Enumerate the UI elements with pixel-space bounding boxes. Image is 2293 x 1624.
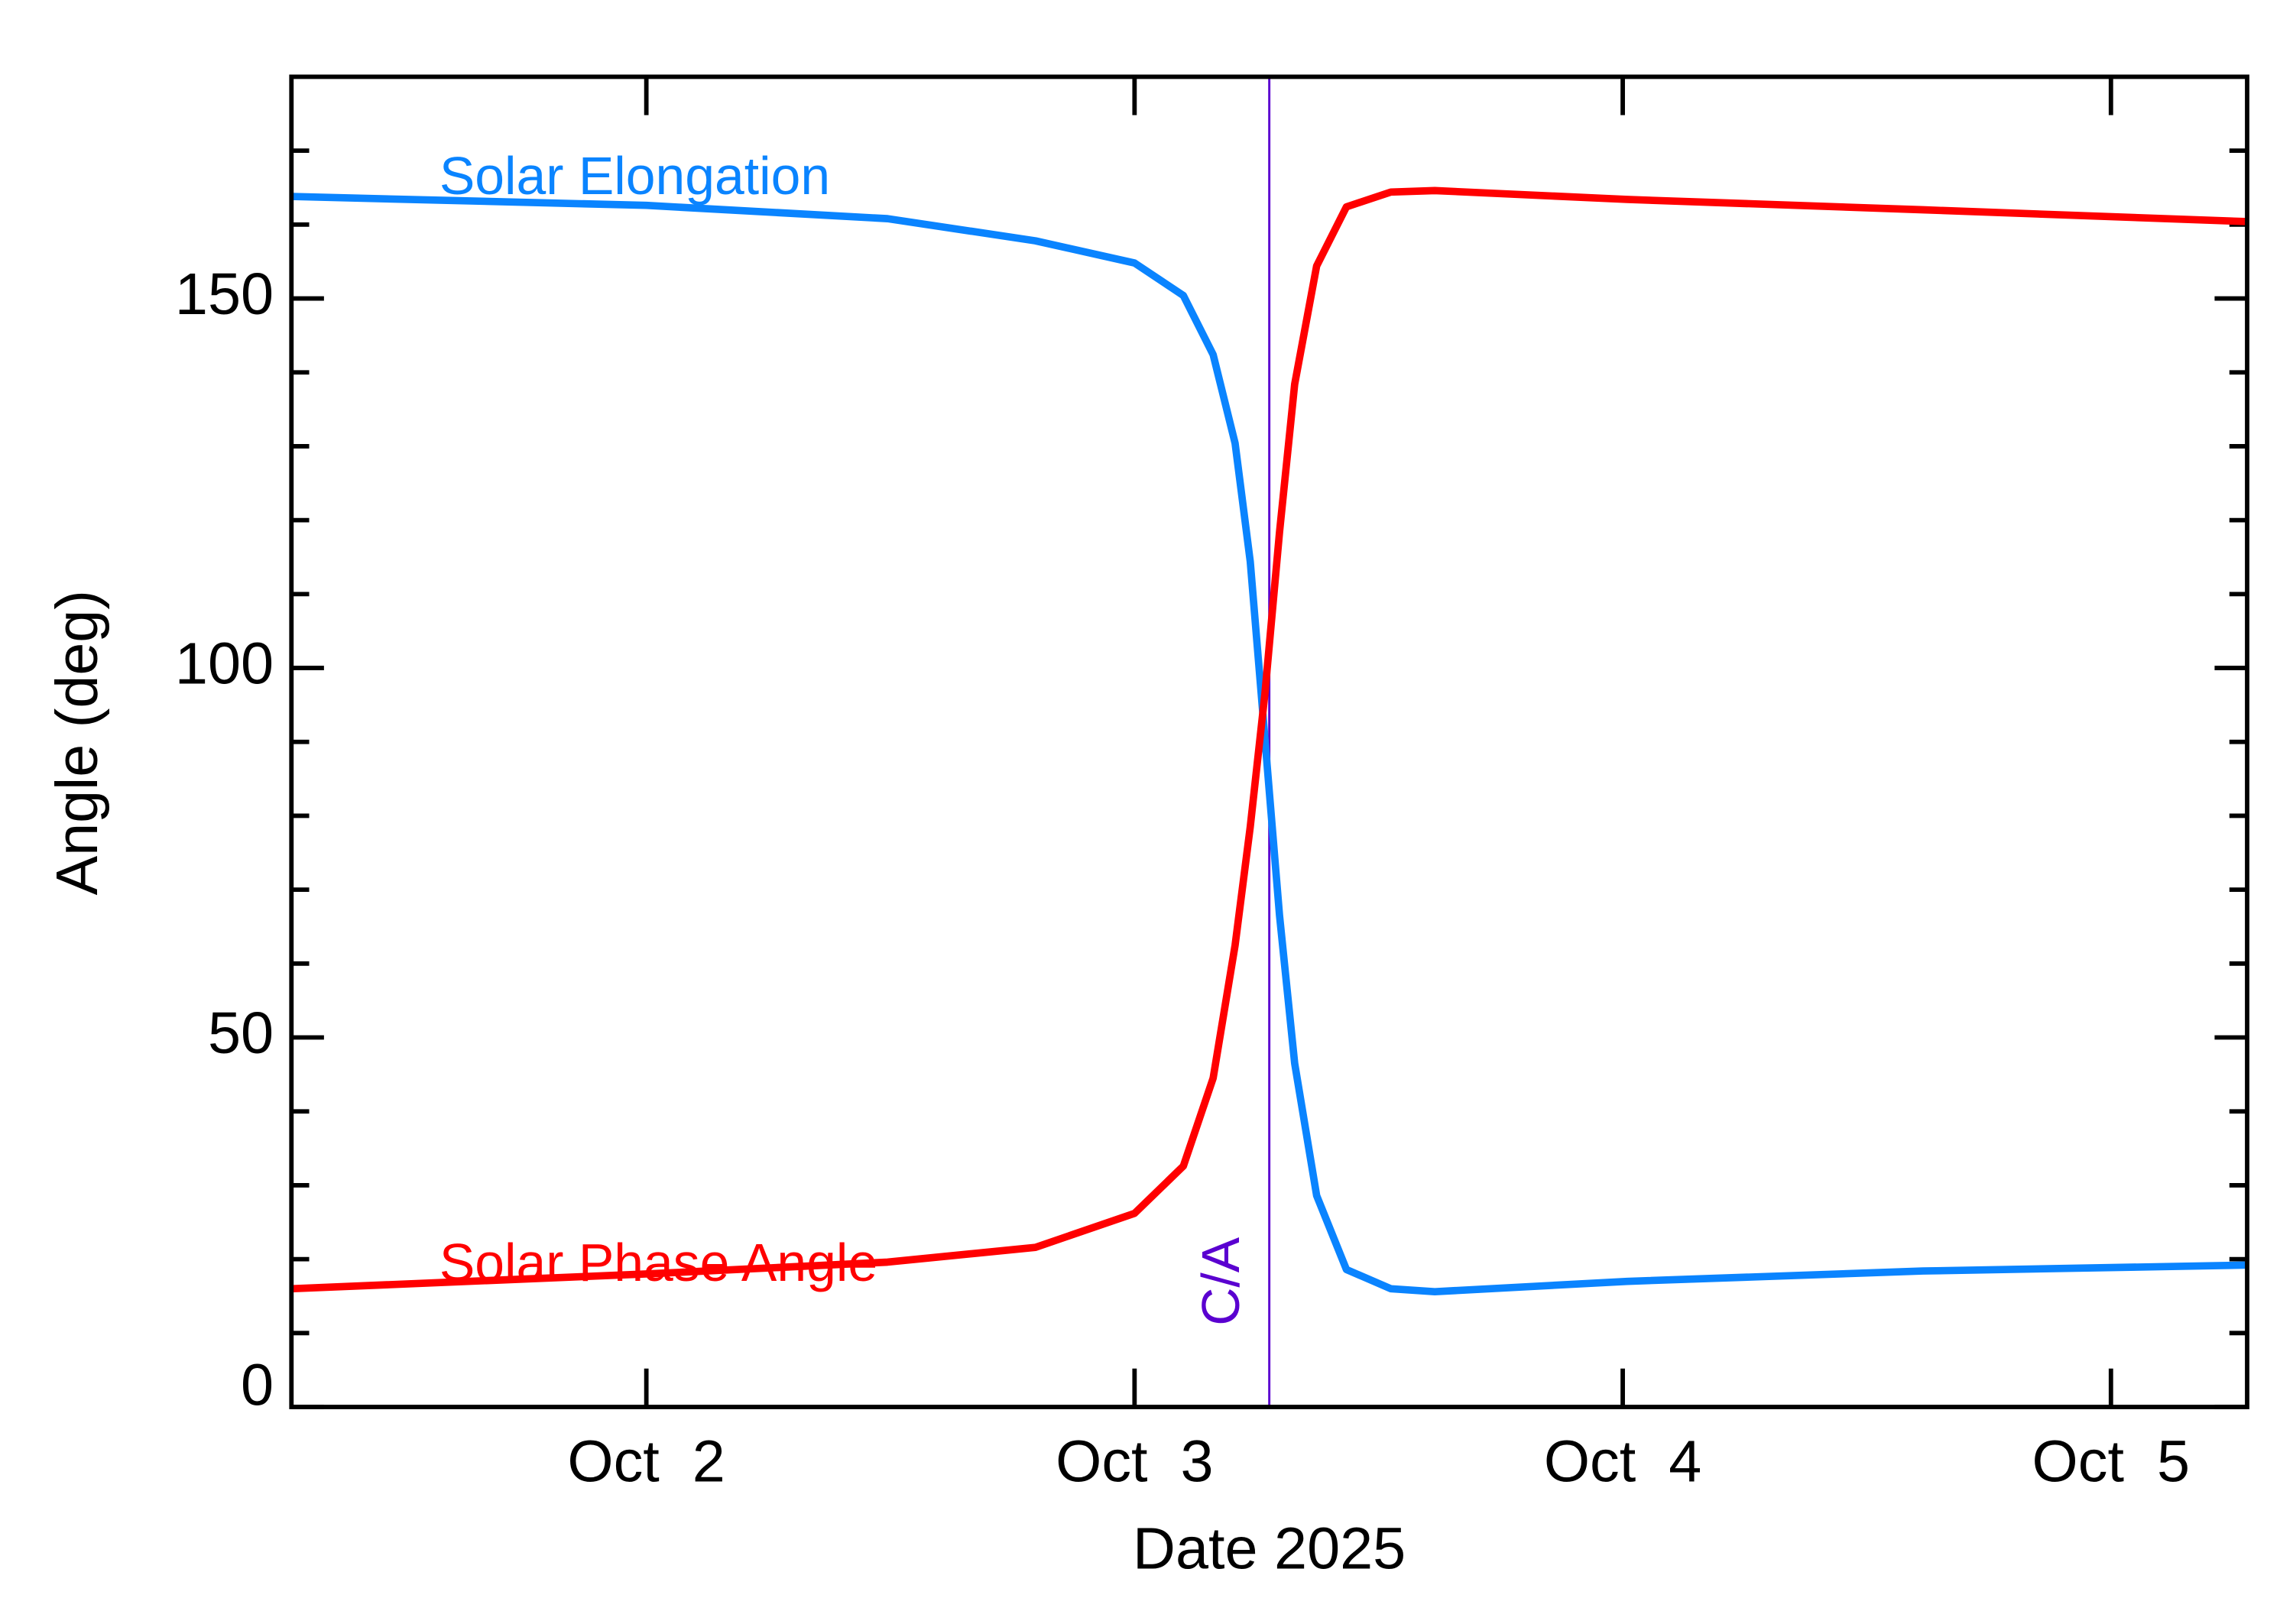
series-line (291, 193, 2248, 1295)
y-tick-label: 100 (175, 631, 274, 697)
closest-approach-label: C/A (1191, 1237, 1250, 1325)
series-line (291, 186, 2248, 1293)
x-tick-label: Oct 2 (567, 1429, 725, 1495)
x-tick-label: Oct 3 (1056, 1429, 1213, 1495)
x-axis-label: Date 2025 (1133, 1516, 1406, 1582)
series-label: Solar Elongation (439, 146, 830, 206)
y-tick-label: 0 (241, 1352, 274, 1418)
series-label: Solar Phase Angle (439, 1233, 877, 1292)
x-tick-label: Oct 4 (1544, 1429, 1701, 1495)
y-tick-label: 50 (208, 1000, 274, 1066)
plot-frame (289, 74, 2249, 1409)
x-tick-label: Oct 5 (2032, 1429, 2190, 1495)
y-axis-label: Angle (deg) (44, 590, 110, 895)
y-tick-label: 150 (175, 261, 274, 327)
